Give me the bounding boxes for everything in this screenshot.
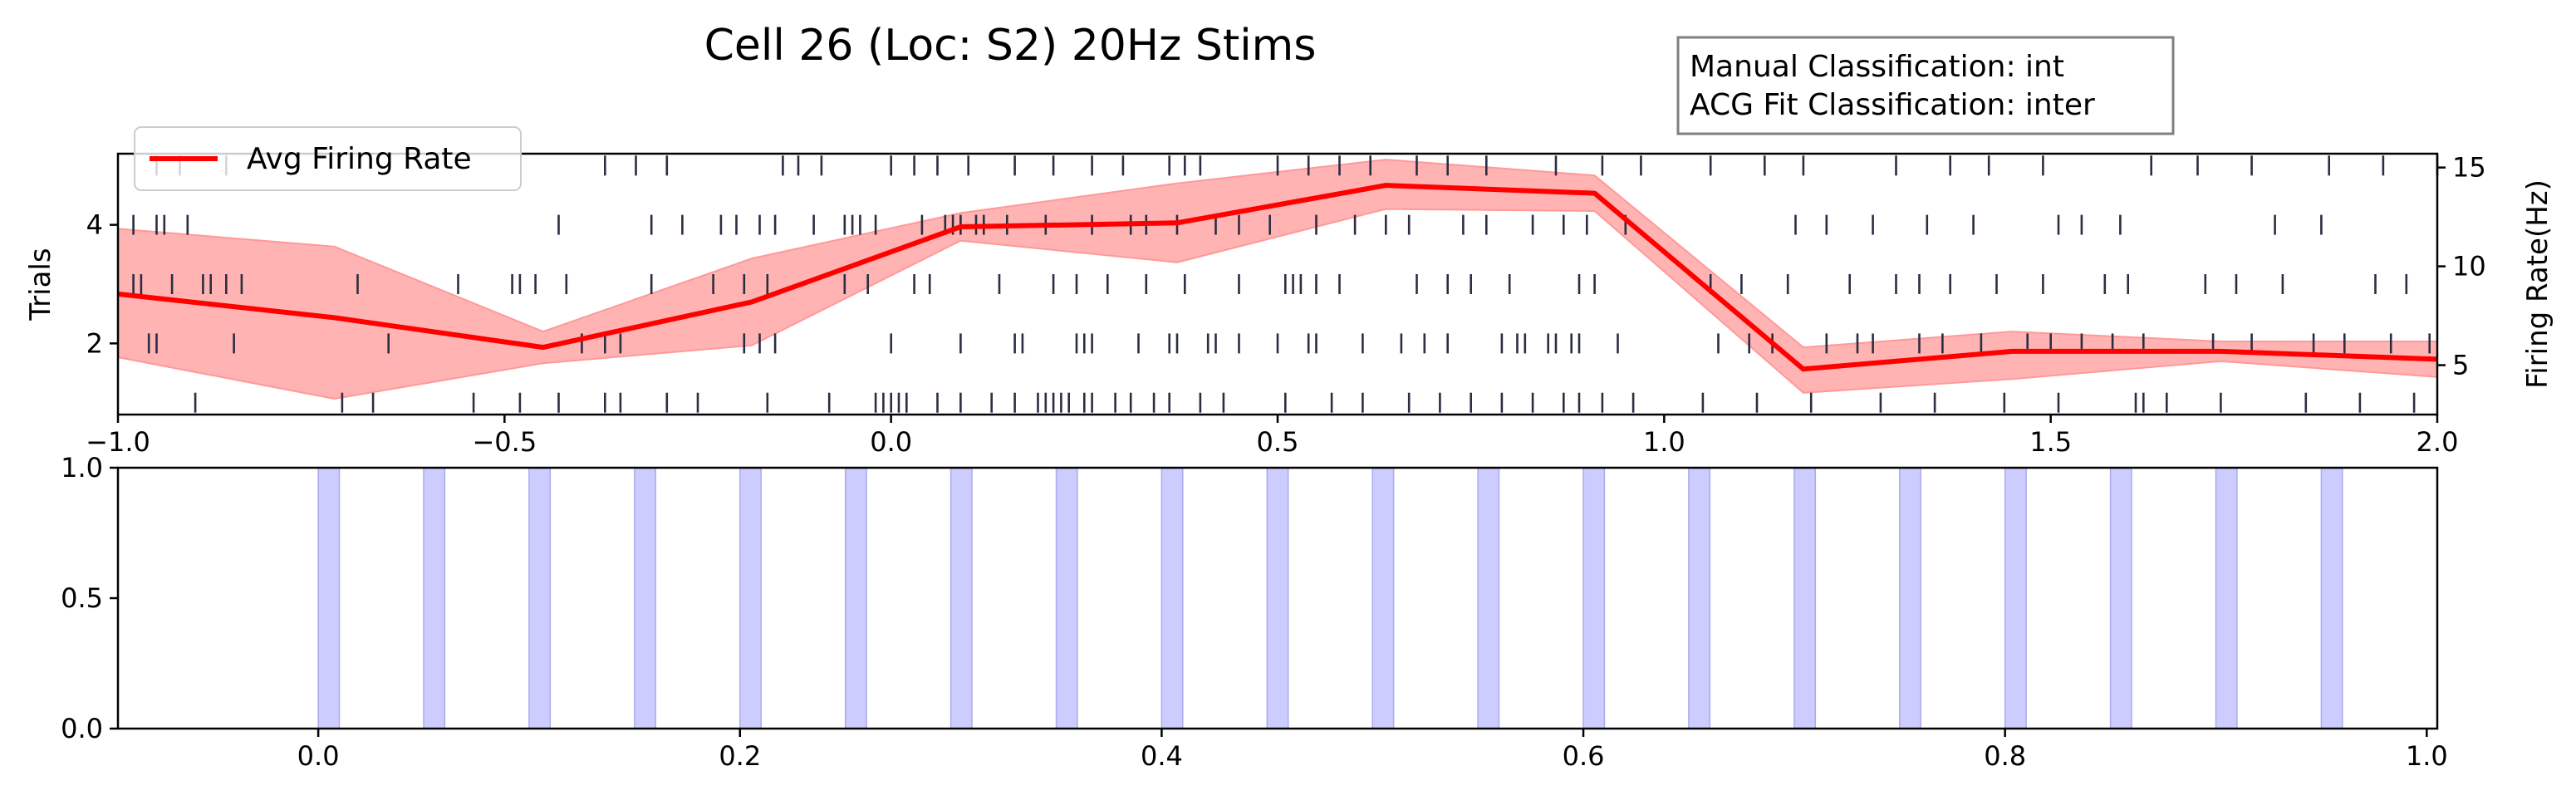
legend-label: Avg Firing Rate — [247, 142, 472, 176]
stim-bar — [2004, 467, 2027, 729]
chart-title: Cell 26 (Loc: S2) 20Hz Stims — [704, 21, 1317, 71]
x-tick-label: −1.0 — [86, 426, 150, 458]
classification-box: Manual Classification: int ACG Fit Class… — [1676, 36, 2175, 135]
x-tick-label: 0.0 — [297, 740, 340, 772]
stimulus-panel: 0.0 0.2 0.4 0.6 0.8 1.0 0.0 0.5 1.0 — [61, 452, 2448, 772]
stim-bar — [423, 467, 446, 729]
y-tick-label: 4 — [86, 209, 103, 241]
stim-bar — [1477, 467, 1500, 729]
y-tick-label: 0.5 — [61, 582, 103, 614]
x-tick-label: 0.0 — [870, 426, 912, 458]
stimulus-bars — [317, 467, 2343, 729]
stim-bar — [1160, 467, 1184, 729]
stim-bar — [2320, 467, 2343, 729]
right-y-tick-label: 10 — [2452, 251, 2486, 282]
x-tick-label: 0.6 — [1563, 740, 1605, 772]
stim-bar — [2109, 467, 2132, 729]
stim-bar — [1899, 467, 1921, 729]
avg-firing-rate-line — [117, 183, 2438, 372]
stim-bar — [739, 467, 762, 729]
stim-bar — [1266, 467, 1289, 729]
bottom-x-ticks: 0.0 0.2 0.4 0.6 0.8 1.0 — [297, 729, 2448, 772]
top-y-ticks: 24 — [86, 209, 118, 359]
x-tick-label: 2.0 — [2417, 426, 2459, 458]
stim-bar — [317, 467, 341, 729]
top-x-ticks: −1.0 −0.5 0.0 0.5 1.0 1.5 2.0 — [86, 415, 2458, 458]
rate-band-area — [117, 159, 2438, 400]
manual-classification: Manual Classification: int — [1690, 50, 2064, 84]
x-tick-label: 1.0 — [1643, 426, 1685, 458]
stim-bar — [634, 467, 657, 729]
y-tick-label: 2 — [86, 327, 103, 359]
y-tick-label: 0.0 — [61, 713, 103, 744]
top-right-y-ticks: 5 10 15 — [2437, 152, 2486, 381]
rate-confidence-band — [117, 159, 2438, 400]
legend: Avg Firing Rate — [134, 126, 522, 191]
x-tick-label: 0.4 — [1141, 740, 1183, 772]
stim-bar — [1793, 467, 1817, 729]
stim-bar — [1055, 467, 1078, 729]
x-tick-label: 0.8 — [1984, 740, 2026, 772]
stim-bar — [949, 467, 973, 729]
stim-bar — [1371, 467, 1395, 729]
trials-axis-label: Trials — [24, 248, 57, 321]
legend-frame — [134, 126, 522, 191]
bottom-y-ticks: 0.0 0.5 1.0 — [61, 452, 118, 744]
firing-rate-axis-label: Firing Rate(Hz) — [2521, 179, 2554, 389]
y-tick-label: 1.0 — [61, 452, 103, 484]
x-tick-label: −0.5 — [472, 426, 537, 458]
acg-classification: ACG Fit Classification: inter — [1690, 88, 2095, 122]
spike-raster — [132, 155, 2439, 413]
x-tick-label: 0.2 — [719, 740, 761, 772]
stim-bar — [844, 467, 867, 729]
right-y-tick-label: 15 — [2452, 152, 2486, 184]
x-tick-label: 0.5 — [1257, 426, 1299, 458]
stim-bar — [1688, 467, 1711, 729]
stim-bar — [528, 467, 552, 729]
x-tick-label: 1.0 — [2406, 740, 2448, 772]
x-tick-label: 1.5 — [2029, 426, 2072, 458]
classification-box-frame — [1676, 36, 2175, 135]
right-y-tick-label: 5 — [2452, 350, 2469, 381]
stim-bar — [1582, 467, 1606, 729]
stim-bar — [2215, 467, 2238, 729]
